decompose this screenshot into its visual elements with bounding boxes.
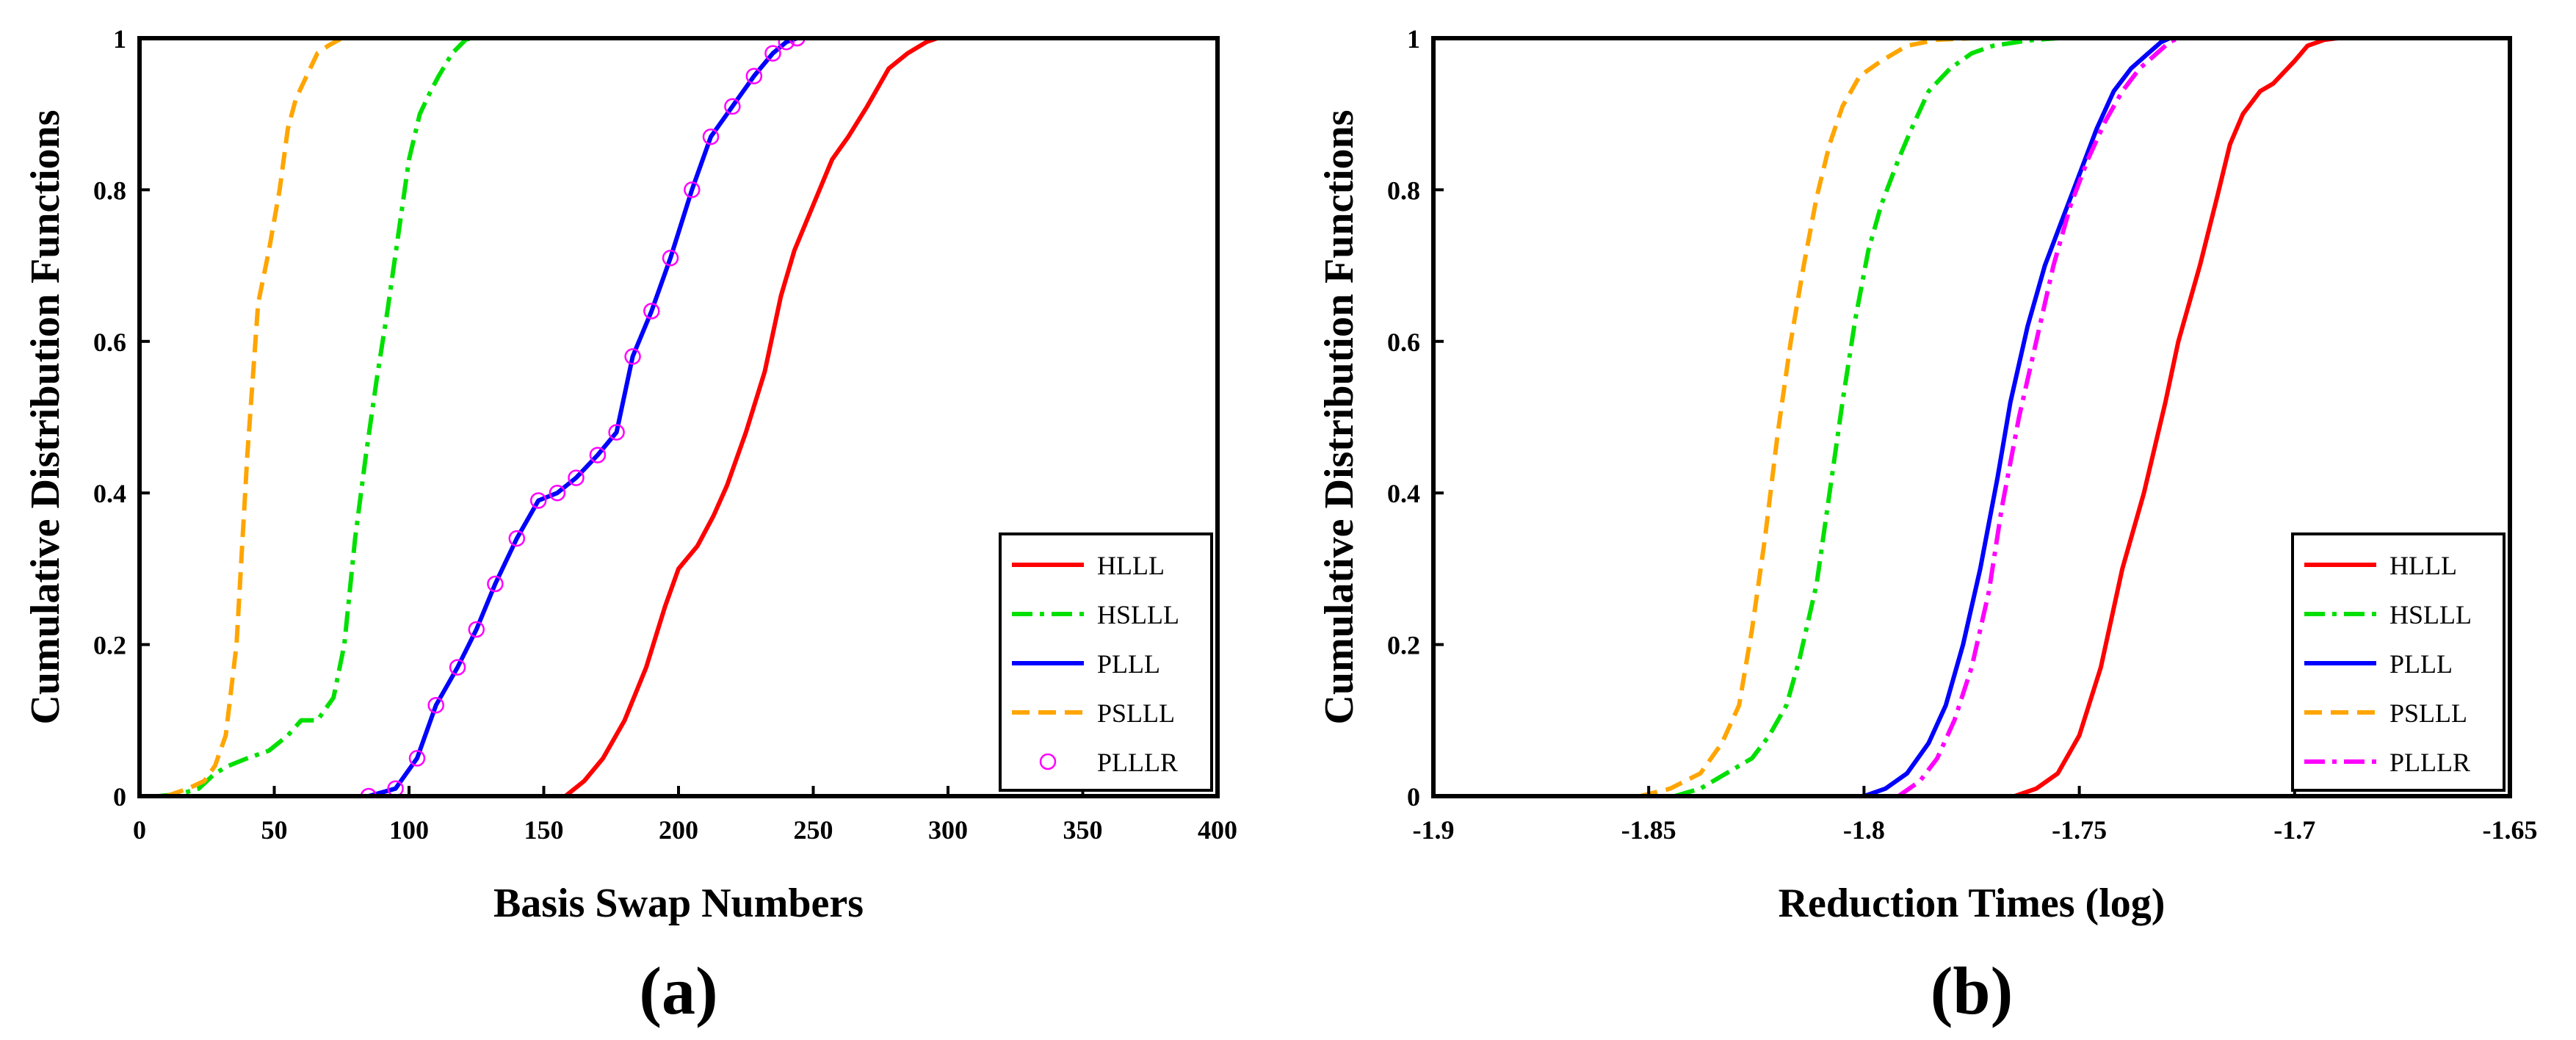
y-tick-label: 0.8 (93, 176, 126, 205)
series-line-plllr (1897, 38, 2179, 796)
x-tick-label: -1.9 (1413, 815, 1455, 845)
y-tick-label: 0.4 (93, 479, 126, 508)
x-tick-label: 400 (1198, 815, 1237, 845)
chart-panel-a: 0 50 100 150 200 250 300 350 400 0 0.2 0.4 0.6 0.8 1 Ba… (23, 24, 1237, 1028)
series-line-hlll (564, 38, 938, 796)
data-point-plllr-9 (549, 484, 566, 502)
data-point-plllr-0 (360, 787, 377, 796)
x-tick-label: 350 (1063, 815, 1103, 845)
series-line-hslll (1674, 38, 2058, 796)
x-tick-label: 150 (524, 815, 564, 845)
series-line-plll (1863, 38, 2171, 796)
data-point-plllr-3 (427, 696, 444, 714)
y-tick-label: 0.2 (1387, 631, 1420, 660)
y-axis-title: Cumulative Distribution Functions (23, 110, 68, 725)
y-axis-title: Cumulative Distribution Functions (1317, 110, 1362, 725)
series-line-plll (368, 38, 798, 796)
legend-label-pslll: PSLLL (2389, 698, 2467, 728)
x-tick-label: 250 (794, 815, 833, 845)
series-plllr-markers (360, 38, 806, 796)
legend-label-hslll: HSLLL (1097, 600, 1179, 629)
data-point-plllr-13 (624, 348, 641, 365)
legend-swatch-plllr (1039, 753, 1057, 770)
legend: HLLL HSLLL PLLL PSLLL PLLLR (999, 532, 1213, 792)
y-tick-label: 0 (1407, 782, 1420, 812)
series-line-hlll (2014, 38, 2338, 796)
legend-label-plllr: PLLLR (1097, 748, 1178, 777)
plot-frame (1431, 36, 2512, 798)
x-tick-label: -1.75 (2052, 815, 2107, 845)
y-tick-label: 0.4 (1387, 479, 1420, 508)
data-point-plllr-2 (408, 750, 426, 767)
data-point-plllr-16 (684, 181, 701, 198)
y-tick-label: 0.6 (1387, 328, 1420, 357)
legend: HLLL HSLLL PLLL PSLLL PLLLR (2291, 532, 2506, 792)
y-tick-label: 0.2 (93, 631, 126, 660)
y-tick-label: 0.8 (1387, 176, 1420, 205)
series-line-hslll (158, 38, 472, 796)
series-line-pslll (165, 38, 348, 796)
data-point-plllr-17 (702, 128, 720, 145)
data-point-plllr-14 (643, 303, 660, 319)
data-point-plllr-22 (789, 38, 806, 47)
data-point-plllr-5 (468, 621, 485, 638)
y-tick-label: 0 (113, 782, 126, 812)
x-tick-label: 100 (389, 815, 429, 845)
x-axis-title: Basis Swap Numbers (493, 881, 864, 926)
panel-label: (a) (639, 953, 717, 1028)
y-tick-label: 0.6 (93, 328, 126, 357)
x-tick-label: 300 (928, 815, 968, 845)
x-tick-label: -1.65 (2483, 815, 2538, 845)
data-point-plllr-21 (778, 38, 795, 51)
data-point-plllr-20 (764, 45, 781, 62)
data-point-plllr-6 (487, 575, 504, 593)
data-point-plllr-18 (724, 98, 741, 115)
data-point-plllr-15 (662, 250, 679, 267)
series-line-pslll (1639, 38, 1972, 796)
data-point-plllr-11 (589, 447, 607, 463)
y-tick-label: 1 (113, 24, 126, 54)
x-tick-label: 50 (261, 815, 288, 845)
data-point-plllr-8 (529, 492, 547, 509)
x-tick-label: 0 (133, 815, 146, 845)
legend-label-hlll: HLLL (2389, 551, 2457, 580)
data-point-plllr-10 (568, 469, 585, 486)
legend-label-pslll: PSLLL (1097, 698, 1175, 728)
x-tick-label: 200 (659, 815, 698, 845)
legend-label-plllr: PLLLR (2389, 748, 2470, 777)
panel-label: (b) (1931, 953, 2013, 1028)
y-tick-label: 1 (1407, 24, 1420, 54)
data-point-plllr-4 (449, 659, 466, 676)
data-point-plllr-19 (745, 68, 763, 84)
legend-label-plll: PLLL (1097, 649, 1160, 679)
data-point-plllr-12 (608, 424, 625, 441)
chart-panel-b: -1.9 -1.85 -1.8 -1.75 -1.7 -1.65 0 0.2 0.4 0.6 0.8… (1317, 24, 2538, 1028)
x-tick-label: -1.8 (1843, 815, 1885, 845)
x-tick-label: -1.85 (1621, 815, 1676, 845)
x-tick-label: -1.7 (2273, 815, 2315, 845)
legend-label-plll: PLLL (2389, 649, 2453, 679)
data-point-plllr-7 (508, 530, 526, 547)
legend-label-hslll: HSLLL (2389, 600, 2472, 629)
x-axis-title: Reduction Times (log) (1779, 881, 2166, 926)
legend-label-hlll: HLLL (1097, 551, 1165, 580)
